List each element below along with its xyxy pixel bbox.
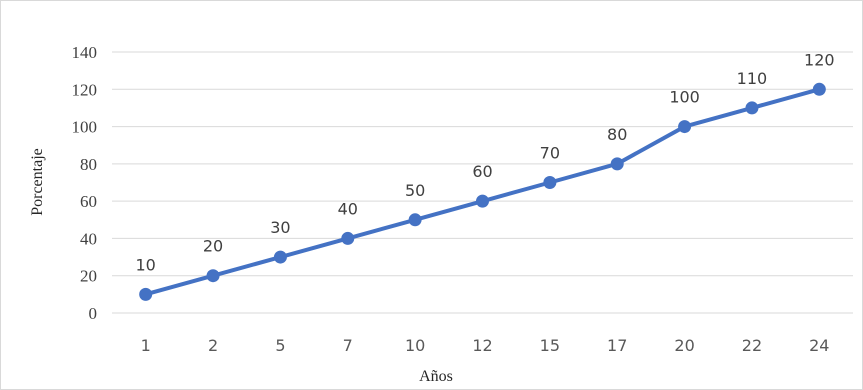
- x-tick-label: 7: [343, 336, 353, 355]
- data-label: 60: [472, 162, 492, 181]
- x-axis-ticks: 1 2 5 7 10 12 15 17 20 22 24: [141, 336, 830, 355]
- data-point: [678, 120, 692, 134]
- y-tick-label: 40: [80, 229, 97, 248]
- data-label: 40: [338, 199, 358, 218]
- data-label: 110: [737, 69, 768, 88]
- x-tick-label: 22: [742, 336, 762, 355]
- data-point: [745, 101, 759, 115]
- series-line: [143, 87, 822, 297]
- y-tick-label: 60: [80, 192, 97, 211]
- x-tick-label: 2: [208, 336, 218, 355]
- y-tick-label: 0: [89, 304, 98, 323]
- y-tick-label: 100: [72, 118, 98, 137]
- data-point: [206, 269, 220, 283]
- data-point: [408, 213, 422, 227]
- y-axis-title: Porcentaje: [29, 148, 46, 216]
- gridlines: [112, 51, 853, 314]
- series-line-layer: [143, 87, 822, 297]
- data-label: 70: [540, 144, 560, 163]
- x-tick-label: 1: [141, 336, 151, 355]
- data-labels: 10 20 30 40 50 60 70 80 100 110 120: [136, 50, 835, 274]
- x-tick-label: 15: [540, 336, 560, 355]
- x-tick-label: 12: [472, 336, 492, 355]
- data-label: 20: [203, 237, 223, 256]
- x-tick-label: 5: [275, 336, 285, 355]
- y-axis-ticks: 0 20 40 60 80 100 120 140: [72, 43, 98, 323]
- data-label: 80: [607, 125, 627, 144]
- data-point: [341, 231, 355, 245]
- data-label: 100: [669, 88, 700, 107]
- y-tick-label: 20: [80, 267, 97, 286]
- x-tick-label: 17: [607, 336, 627, 355]
- x-tick-label: 20: [674, 336, 694, 355]
- y-tick-label: 140: [72, 43, 98, 62]
- data-point: [812, 82, 826, 96]
- x-tick-label: 24: [809, 336, 829, 355]
- data-point: [476, 194, 489, 208]
- y-tick-label: 120: [72, 80, 98, 99]
- data-label: 50: [405, 181, 425, 200]
- series-points: [139, 82, 826, 301]
- data-point: [610, 157, 624, 171]
- data-label: 10: [136, 255, 156, 274]
- data-label: 30: [270, 218, 290, 237]
- x-axis-title: Años: [419, 368, 453, 385]
- data-point: [273, 250, 287, 264]
- data-point: [139, 287, 153, 301]
- data-point: [543, 176, 557, 189]
- y-tick-label: 80: [80, 155, 97, 174]
- data-label: 120: [804, 50, 835, 69]
- x-tick-label: 10: [405, 336, 425, 355]
